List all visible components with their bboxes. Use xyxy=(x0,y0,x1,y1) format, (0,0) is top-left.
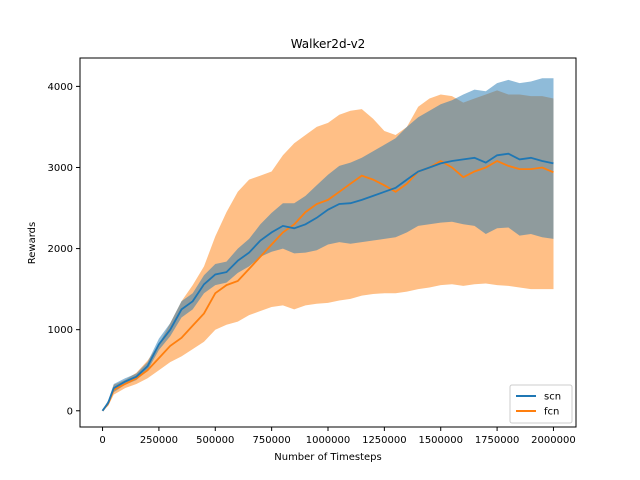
y-tick-label: 1000 xyxy=(48,325,73,336)
x-tick-label: 2000000 xyxy=(531,435,576,446)
x-tick-label: 0 xyxy=(99,435,105,446)
legend: scn fcn xyxy=(509,384,573,424)
line-scn xyxy=(101,152,554,412)
plot-area xyxy=(101,78,554,412)
y-axis: 0 1000 2000 3000 4000 xyxy=(48,82,80,417)
x-tick-label: 750000 xyxy=(253,435,291,446)
x-tick-label: 1500000 xyxy=(418,435,463,446)
x-axis-title: Number of Timesteps xyxy=(274,452,381,463)
line-fcn xyxy=(101,159,554,412)
legend-label-fcn: fcn xyxy=(544,407,559,418)
y-tick-label: 2000 xyxy=(48,244,73,255)
x-tick-label: 250000 xyxy=(140,435,178,446)
x-axis: 0 250000 500000 750000 1000000 1250000 1500000… xyxy=(99,427,576,446)
x-tick-label: 1000000 xyxy=(306,435,351,446)
legend-box xyxy=(509,384,573,424)
y-axis-title: Rewards xyxy=(27,222,38,264)
y-tick-label: 0 xyxy=(67,406,73,417)
x-tick-label: 500000 xyxy=(196,435,234,446)
legend-label-scn: scn xyxy=(544,392,561,403)
y-tick-label: 4000 xyxy=(48,82,73,93)
x-tick-label: 1250000 xyxy=(362,435,407,446)
x-tick-label: 1750000 xyxy=(475,435,520,446)
y-tick-label: 3000 xyxy=(48,163,73,174)
chart-title: Walker2d-v2 xyxy=(291,37,366,51)
